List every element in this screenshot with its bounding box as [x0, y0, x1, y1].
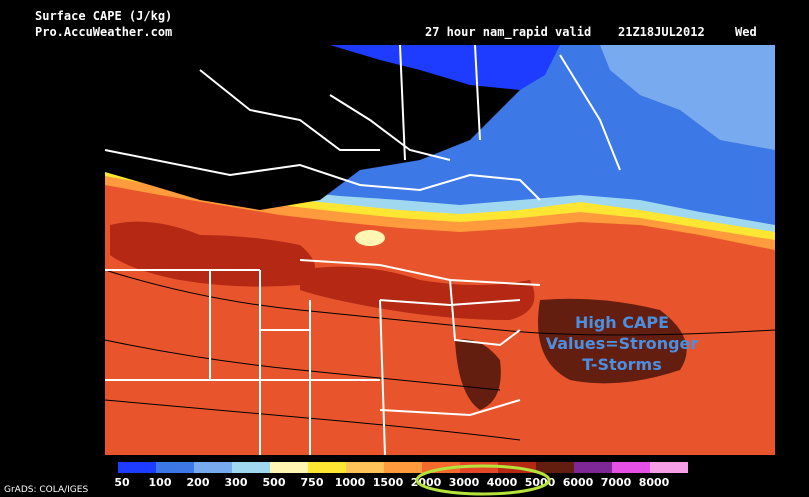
legend-swatch — [194, 462, 232, 473]
legend-label: 1000 — [335, 476, 366, 489]
legend-swatch — [612, 462, 650, 473]
annotation-line: High CAPE — [575, 313, 669, 332]
legend-label: 4000 — [487, 476, 518, 489]
highlight-ellipse — [415, 464, 551, 496]
legend-label: 6000 — [563, 476, 594, 489]
model-run: 27 hour nam_rapid valid — [425, 25, 591, 40]
annotation-line: T-Storms — [582, 355, 661, 374]
legend-swatch — [536, 462, 574, 473]
legend-swatch — [346, 462, 384, 473]
legend-label: 50 — [114, 476, 130, 489]
valid-time: 21Z18JUL2012 — [618, 25, 705, 39]
legend-label: 7000 — [601, 476, 632, 489]
legend-swatch — [422, 462, 460, 473]
legend-swatch — [232, 462, 270, 473]
legend-swatch — [384, 462, 422, 473]
legend-swatch — [650, 462, 688, 473]
legend-swatch — [308, 462, 346, 473]
map — [104, 44, 776, 456]
map-title: Surface CAPE (J/kg) — [35, 9, 172, 23]
annotation: High CAPE Values=Stronger T-Storms — [546, 313, 699, 374]
credit: GrADS: COLA/IGES — [4, 485, 88, 495]
legend-label: 500 — [263, 476, 286, 489]
legend-label: 8000 — [639, 476, 670, 489]
legend-label: 3000 — [449, 476, 480, 489]
legend-label: 1500 — [373, 476, 404, 489]
legend-label: 300 — [225, 476, 248, 489]
legend-label: 750 — [301, 476, 324, 489]
legend-swatch — [270, 462, 308, 473]
legend-swatch — [156, 462, 194, 473]
legend-label: 200 — [187, 476, 210, 489]
legend-swatch — [574, 462, 612, 473]
color-legend: 50 100 200 300 500 750 1000 1500 2000 3000 4000 500… — [114, 462, 688, 489]
source: Pro.AccuWeather.com — [35, 25, 172, 39]
legend-label: 100 — [149, 476, 172, 489]
annotation-line: Values=Stronger — [546, 334, 699, 353]
day: Wed — [735, 25, 757, 39]
legend-swatch — [118, 462, 156, 473]
